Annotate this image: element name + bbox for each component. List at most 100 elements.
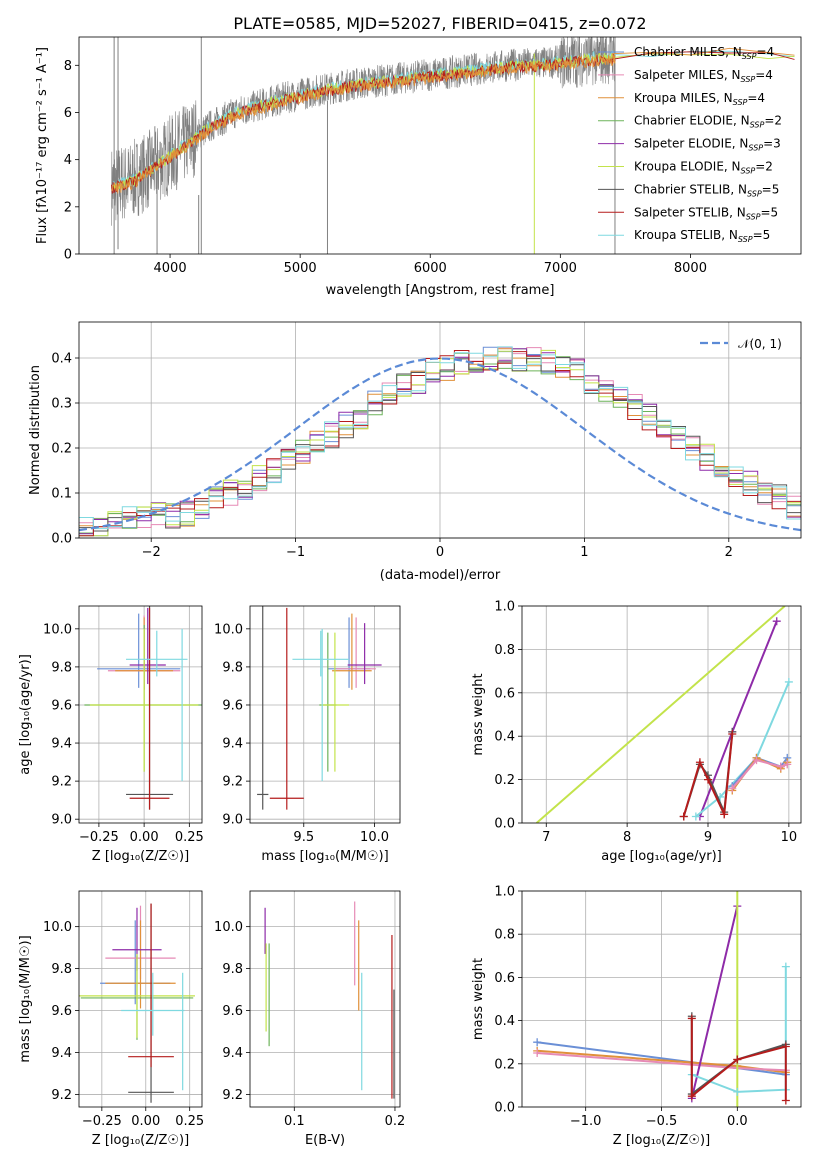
- errorbar-point: [257, 606, 269, 810]
- x-axis-label: mass [log₁₀(M/M☉)]: [261, 849, 388, 864]
- x-tick-label: 4000: [154, 261, 187, 276]
- weight-point-marker: [720, 810, 729, 819]
- weight-point-marker: [781, 1042, 790, 1051]
- x-tick-label: 0: [436, 545, 444, 560]
- legend-label: Kroupa ELODIE, NSSP=2: [634, 160, 773, 176]
- errorbar-plot-area: [264, 901, 395, 1099]
- errorbar-point: [121, 972, 185, 1036]
- weight-point-marker: [733, 1055, 742, 1064]
- panel-age_vs_mass: 9.5 10.0 9.0 9.2 9.4 9.6 9.8 10.0 mass [log₁₀(M/…: [214, 605, 401, 864]
- weight-series: [728, 756, 792, 793]
- y-tick-label: 9.2: [222, 1088, 243, 1103]
- errorbar-point: [347, 623, 382, 685]
- y-tick-label: 8: [64, 59, 72, 74]
- panel-spectrum: 4000 5000 6000 7000 8000 0 2 4 6 8 wavelength [Ang…: [35, 36, 802, 298]
- y-tick-label: 10.0: [43, 622, 72, 637]
- errorbar-point: [126, 630, 188, 677]
- errorbar-point: [79, 953, 195, 1038]
- axes-frame: [78, 605, 203, 824]
- weight-point-marker: [728, 730, 737, 739]
- legend-label: Chabrier MILES, NSSP=4: [634, 45, 774, 61]
- weight-point-marker: [752, 756, 761, 765]
- y-tick-label: 9.6: [222, 1004, 243, 1019]
- histogram-axes-frame: [78, 321, 802, 539]
- x-tick-label: −0.5: [646, 1114, 678, 1129]
- x-tick-label: 7000: [544, 261, 577, 276]
- y-tick-label: 0.8: [494, 643, 515, 658]
- line-plot-area: [535, 606, 793, 823]
- y-tick-label: 0.8: [494, 928, 515, 943]
- panel-mass_weight_vs_age: 7 8 9 10 0.0 0.2 0.4 0.6 0.8 1.0 age [log₁₀(age/yr…: [471, 600, 802, 864]
- weight-point-marker: [533, 1038, 542, 1047]
- x-tick-label: 0.25: [175, 830, 204, 845]
- x-tick-label: 0.00: [130, 830, 159, 845]
- y-tick-label: 2: [64, 200, 72, 215]
- errorbar-plot-area: [84, 606, 202, 810]
- weight-series-line: [690, 905, 739, 1099]
- legend-label: Salpeter MILES, NSSP=4: [634, 68, 773, 84]
- x-tick-label: 7: [542, 830, 550, 845]
- model-spectrum-line: [111, 47, 795, 194]
- axes-frame: [521, 890, 802, 1108]
- y-tick-label: 9.4: [51, 737, 72, 752]
- y-tick-label: 0.1: [51, 487, 72, 502]
- y-tick-label: 0.6: [494, 686, 515, 701]
- x-tick-label: 8000: [674, 261, 707, 276]
- weight-series: [679, 730, 737, 821]
- weight-point-marker: [781, 1096, 790, 1105]
- x-tick-label: 10.0: [360, 830, 389, 845]
- weight-point-marker: [704, 775, 712, 784]
- x-tick-label: 9.5: [293, 830, 314, 845]
- legend-label: Chabrier ELODIE, NSSP=2: [634, 114, 782, 130]
- errorbar-point: [105, 920, 176, 1009]
- x-axis-label: E(B-V): [305, 1133, 345, 1148]
- panel-residual-histogram: −2 −1 0 1 2 0.0 0.1 0.2 0.3 0.4 (data-model)/error…: [28, 321, 802, 583]
- errorbar-point: [97, 613, 181, 688]
- weight-point-marker: [784, 677, 793, 686]
- y-axis-label: mass [log₁₀(M/M☉)]: [18, 935, 33, 1062]
- y-tick-label: 9.2: [51, 1088, 72, 1103]
- y-tick-label: 0.4: [494, 730, 515, 745]
- x-tick-label: −0.25: [82, 1114, 122, 1129]
- y-tick-label: 9.6: [222, 698, 243, 713]
- y-tick-label: 0: [64, 248, 72, 263]
- histogram-plot-area: [79, 346, 801, 538]
- x-tick-label: 8: [623, 830, 631, 845]
- y-tick-label: 0.3: [51, 397, 72, 412]
- x-tick-label: −1.0: [570, 1114, 602, 1129]
- axes-frame: [78, 890, 203, 1108]
- y-tick-label: 6: [64, 106, 72, 121]
- y-tick-label: 1.0: [494, 885, 515, 900]
- y-tick-label: 4: [64, 153, 72, 168]
- legend-label: Salpeter ELODIE, NSSP=3: [634, 137, 781, 153]
- y-tick-label: 9.4: [222, 1046, 243, 1061]
- y-tick-label: 9.6: [51, 1004, 72, 1019]
- errorbar-plot-area: [257, 606, 382, 810]
- axes-frame: [249, 890, 401, 1108]
- errorbar-point: [320, 632, 350, 772]
- errorbar-point: [292, 630, 350, 677]
- errorbar-point: [336, 617, 376, 688]
- y-tick-label: 1.0: [494, 600, 515, 615]
- panel-mass_weight_vs_Z: −1.0 −0.5 0.0 0.0 0.2 0.4 0.6 0.8 1.0 Z [log₁₀(Z/…: [471, 885, 802, 1148]
- errorbar-point: [269, 607, 304, 810]
- gaussian-curve: [79, 357, 801, 532]
- chart-layer: 4000 5000 6000 7000 8000 0 2 4 6 8 wavelength [Ang…: [18, 36, 802, 1148]
- x-tick-label: −2: [142, 545, 161, 560]
- x-tick-label: 10: [781, 830, 798, 845]
- y-tick-label: 10.0: [214, 920, 243, 935]
- weight-point-marker: [691, 812, 700, 821]
- y-axis-label: Normed distribution: [28, 365, 43, 495]
- y-tick-label: 9.8: [222, 660, 243, 675]
- y-axis-label: age [log₁₀(age/yr)]: [18, 654, 33, 775]
- y-tick-label: 9.8: [222, 962, 243, 977]
- x-tick-label: 6000: [414, 261, 447, 276]
- y-axis-label: Flux [fλ10⁻¹⁷ erg cm⁻² s⁻¹ A⁻¹]: [35, 47, 50, 244]
- histogram-step-line: [79, 346, 801, 538]
- y-tick-label: 0.0: [494, 817, 515, 832]
- errorbar-point: [129, 607, 170, 810]
- x-tick-label: 9: [704, 830, 712, 845]
- legend-label: Kroupa MILES, NSSP=4: [634, 91, 765, 107]
- y-tick-label: 9.0: [51, 813, 72, 828]
